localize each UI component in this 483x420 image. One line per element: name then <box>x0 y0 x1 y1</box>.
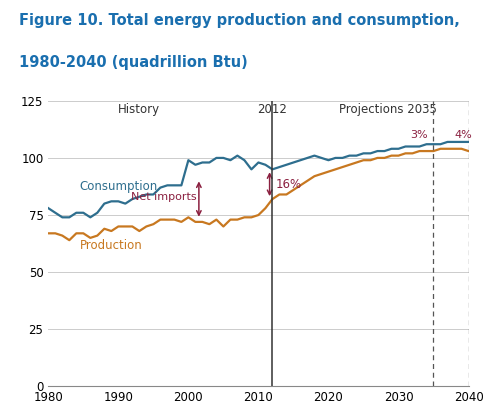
Text: Projections 2035: Projections 2035 <box>339 103 437 116</box>
Text: 16%: 16% <box>276 178 302 191</box>
Text: 2012: 2012 <box>257 103 287 116</box>
Text: 1980-2040 (quadrillion Btu): 1980-2040 (quadrillion Btu) <box>19 55 248 70</box>
Text: Figure 10. Total energy production and consumption,: Figure 10. Total energy production and c… <box>19 13 460 28</box>
Text: History: History <box>118 103 160 116</box>
Text: Net imports: Net imports <box>131 192 197 202</box>
Text: Consumption: Consumption <box>80 180 158 193</box>
Text: 4%: 4% <box>455 130 472 139</box>
Text: Production: Production <box>80 239 142 252</box>
Text: 3%: 3% <box>410 130 428 139</box>
